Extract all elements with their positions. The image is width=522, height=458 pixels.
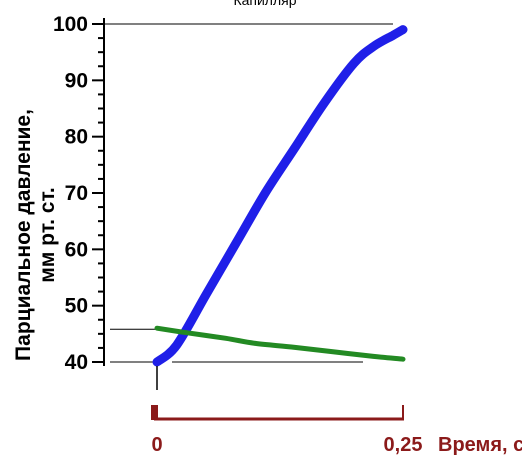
reference-lines [104, 23, 393, 363]
x-axis: 0 0,25 [151, 366, 422, 456]
chart-title: Капилляр [233, 0, 296, 8]
series-layer [152, 25, 408, 367]
x-tick-label: 0 [151, 434, 162, 456]
series-line-1 [152, 25, 408, 367]
y-tick-label: 50 [65, 295, 88, 318]
y-tick-label: 60 [65, 238, 88, 261]
y-axis: 40 50 60 70 80 90 100 [53, 13, 105, 374]
y-axis-label-line-2: мм рт. ст. [36, 187, 59, 283]
x-axis-label: Время, с [438, 434, 522, 456]
x-axis-start-marker [151, 405, 158, 420]
y-tick-label: 90 [65, 69, 88, 92]
y-tick-label: 80 [65, 126, 88, 149]
y-tick-label: 40 [65, 351, 88, 374]
y-tick-label: 100 [53, 13, 88, 36]
series-line-2 [154, 325, 406, 362]
y-axis-label: Парциальное давление, мм рт. ст. [12, 109, 59, 361]
y-tick-label: 70 [65, 182, 88, 205]
y-axis-label-line-1: Парциальное давление, [12, 109, 35, 361]
x-tick-label: 0,25 [384, 434, 423, 456]
